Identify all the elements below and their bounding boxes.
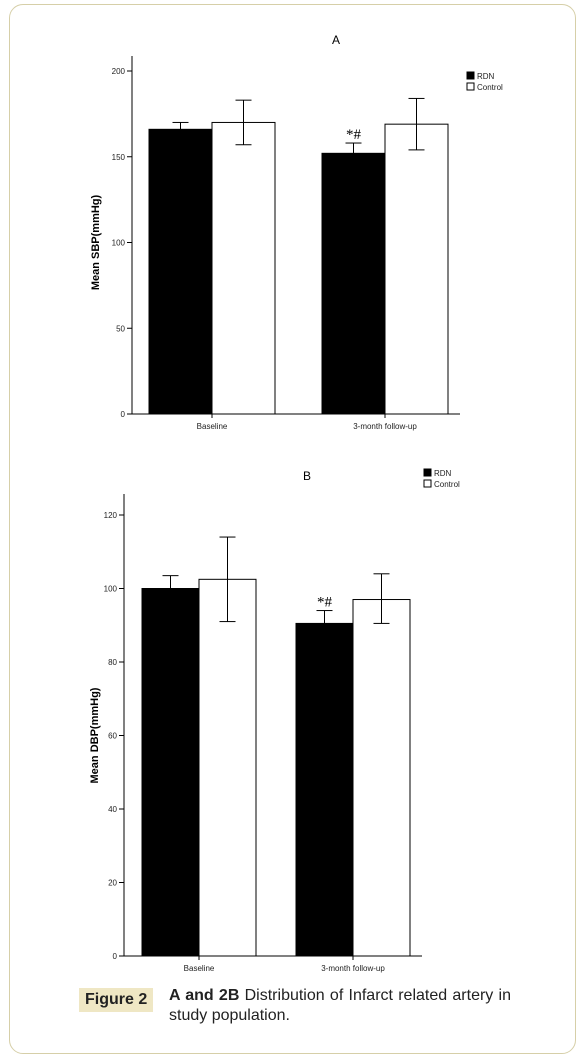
y-tick-label: 40 bbox=[108, 805, 117, 814]
x-tick-label: 3-month follow-up bbox=[353, 422, 417, 431]
bar-control-baseline bbox=[198, 578, 257, 957]
figure-label: Figure 2 bbox=[79, 988, 154, 1012]
y-tick-label: 50 bbox=[116, 324, 125, 333]
chart-title: B bbox=[303, 469, 311, 483]
y-tick-label: 150 bbox=[112, 153, 126, 162]
legend-label-control: Control bbox=[477, 83, 503, 92]
chart-b: B 0 20 40 60 80 100 120 Mean DBP(mmHg) Baseline 3-… bbox=[89, 468, 460, 973]
legend-label-rdn: RDN bbox=[477, 72, 495, 81]
legend-swatch-control bbox=[466, 82, 475, 91]
figure-caption-text: A and 2B Distribution of Infarct related… bbox=[169, 986, 511, 1026]
y-tick-label: 120 bbox=[104, 511, 118, 520]
legend-swatch-rdn bbox=[423, 468, 432, 477]
legend-swatch-control bbox=[423, 479, 432, 488]
figure-frame bbox=[9, 4, 576, 1054]
x-tick-label: Baseline bbox=[197, 422, 228, 431]
significance-annotation: *# bbox=[346, 127, 362, 143]
bar-control-followup bbox=[352, 599, 411, 957]
bar-rdn-baseline bbox=[141, 588, 200, 957]
bar-rdn-baseline bbox=[148, 128, 213, 415]
caption-body: Distribution of Infarct related artery i… bbox=[169, 987, 512, 1024]
y-axis-label: Mean DBP(mmHg) bbox=[89, 687, 101, 783]
bar-control-baseline bbox=[211, 121, 276, 415]
x-tick-label: 3-month follow-up bbox=[321, 964, 385, 973]
y-tick-label: 60 bbox=[108, 732, 117, 741]
y-axis-label: Mean SBP(mmHg) bbox=[90, 194, 102, 290]
x-tick-label: Baseline bbox=[184, 964, 215, 973]
significance-annotation: *# bbox=[317, 595, 333, 611]
y-tick-label: 0 bbox=[121, 410, 126, 419]
bar-control-followup bbox=[384, 123, 449, 415]
y-tick-label: 100 bbox=[104, 585, 118, 594]
y-tick-label: 200 bbox=[112, 67, 126, 76]
legend-label-control: Control bbox=[434, 480, 460, 489]
chart-title: A bbox=[332, 33, 340, 47]
y-tick-label: 20 bbox=[108, 879, 117, 888]
figure-caption: Figure 2 A and 2B Distribution of Infarc… bbox=[79, 986, 511, 1026]
y-tick-label: 100 bbox=[112, 239, 126, 248]
chart-a: A 0 50 100 150 200 Mean SBP(mmHg) Baseline 3-mon… bbox=[90, 33, 503, 431]
bar-rdn-followup bbox=[321, 152, 386, 415]
y-tick-label: 0 bbox=[113, 952, 118, 961]
legend-label-rdn: RDN bbox=[434, 469, 452, 478]
caption-bold: A and 2B bbox=[169, 987, 240, 1004]
y-tick-label: 80 bbox=[108, 658, 117, 667]
legend-swatch-rdn bbox=[466, 71, 475, 80]
bar-rdn-followup bbox=[295, 622, 354, 957]
